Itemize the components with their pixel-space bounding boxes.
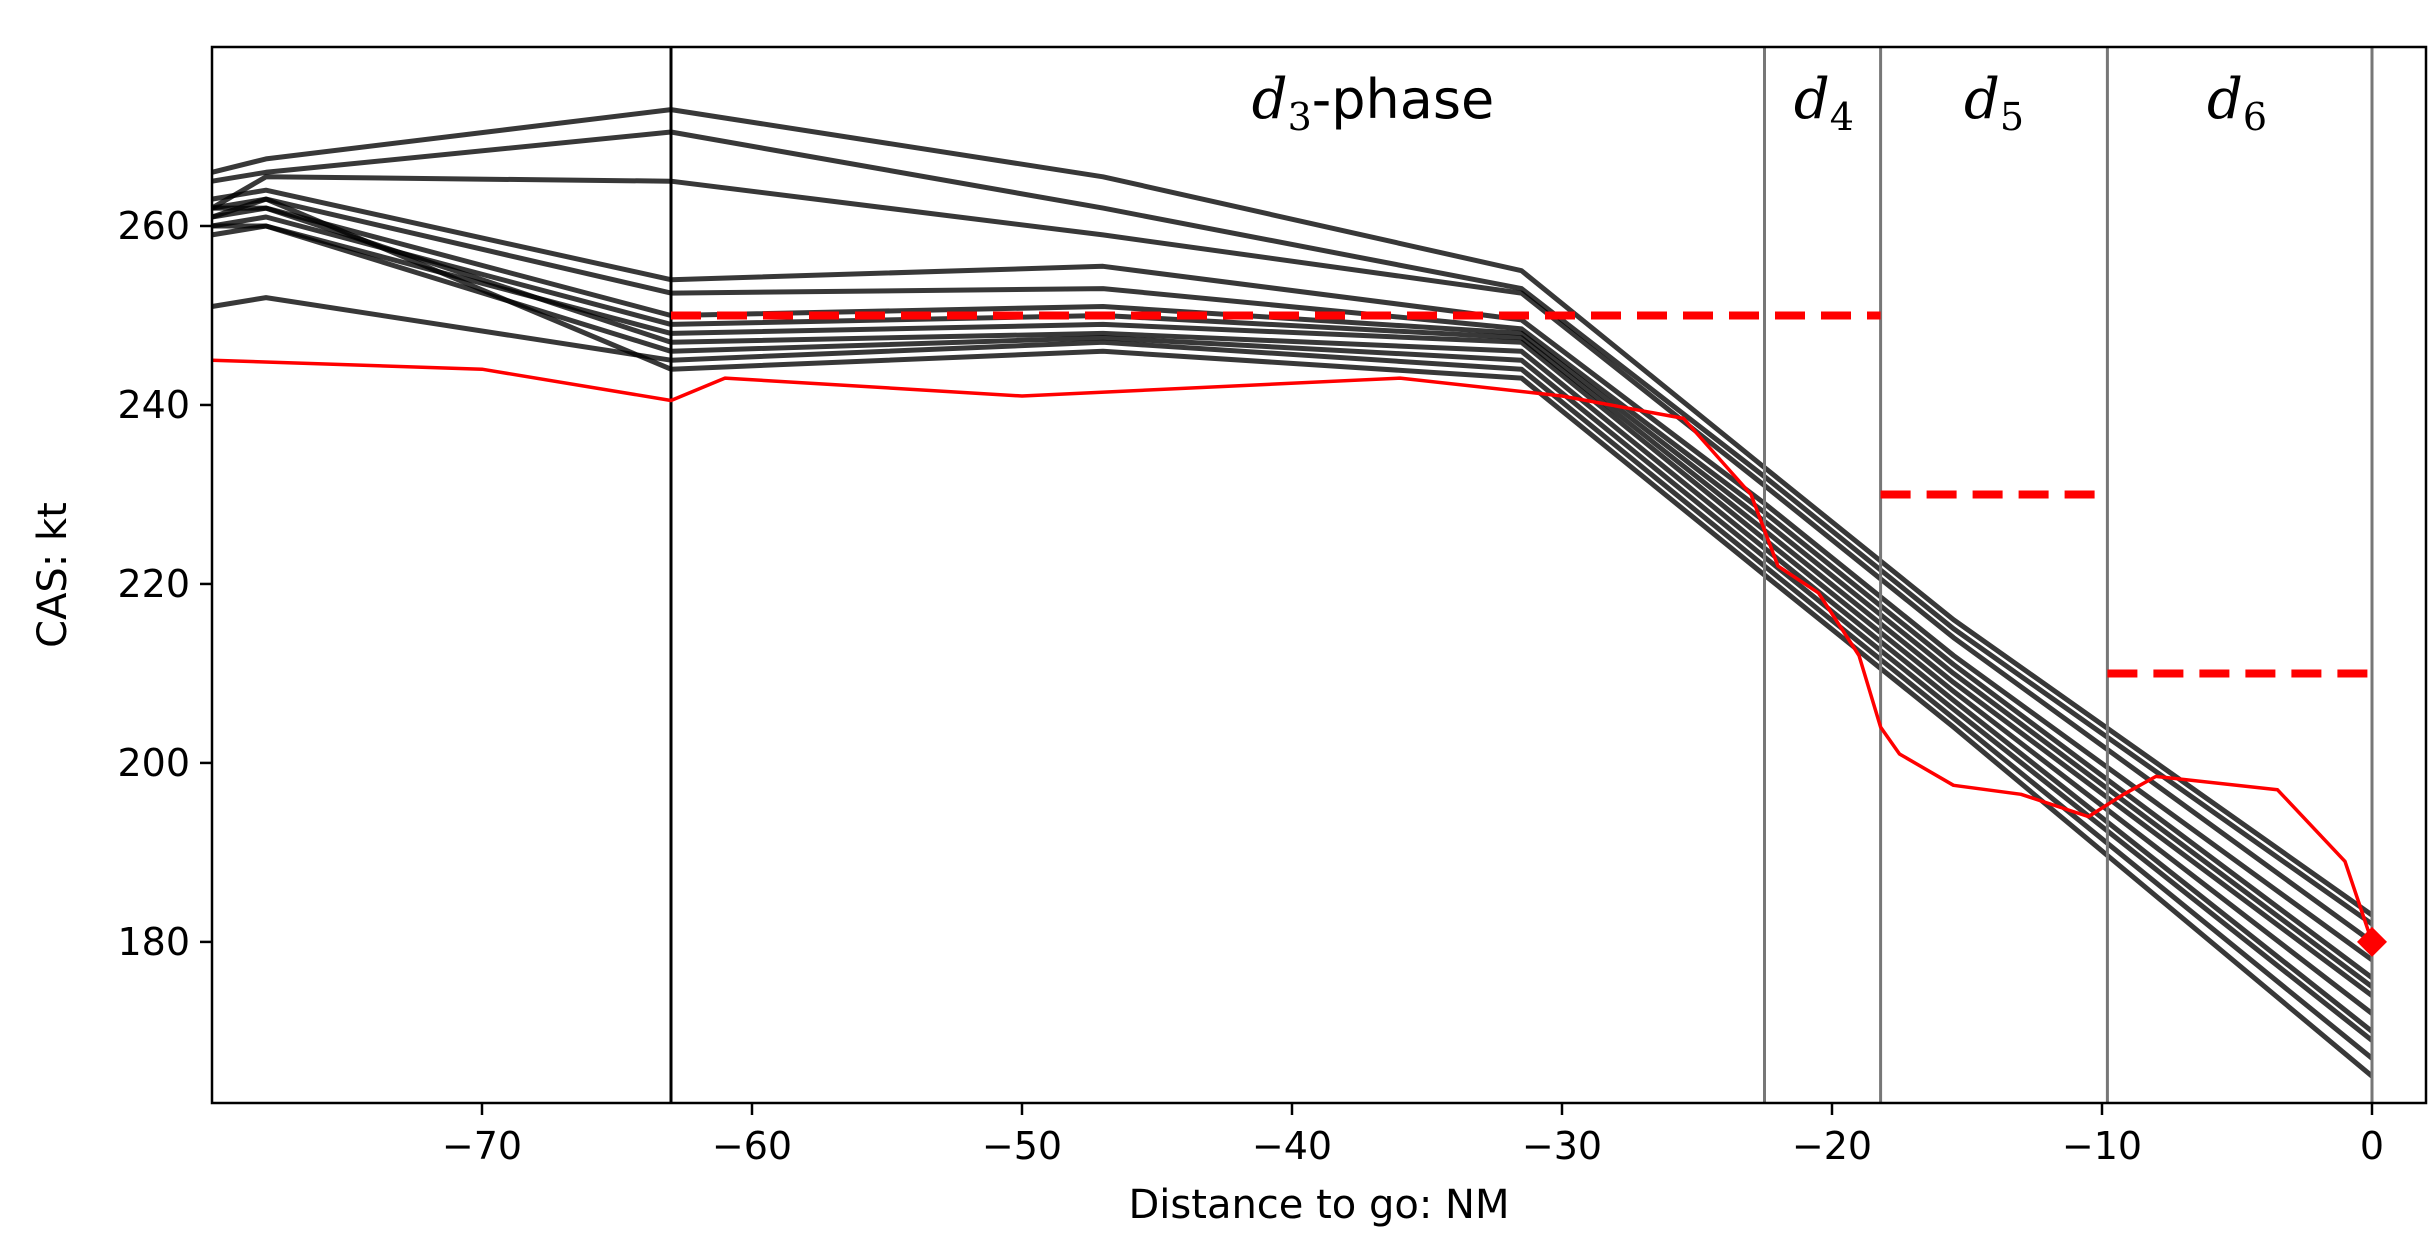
prediction-line-5 <box>211 196 2374 980</box>
final-point-marker <box>2357 926 2387 957</box>
x-tick-label: −50 <box>982 1124 1062 1168</box>
x-tick-label: −10 <box>2062 1124 2142 1168</box>
speed-limit-lines <box>671 311 2372 678</box>
prediction-line-7 <box>211 214 2374 998</box>
y-axis-ticks: 180 200 220 240 260 <box>117 204 212 964</box>
y-tick-label: 220 <box>117 562 190 606</box>
x-axis-ticks: −70 −60 −50 −40 −30 −20 −10 0 <box>442 1103 2384 1168</box>
y-tick-label: 180 <box>117 920 190 964</box>
y-tick-label: 240 <box>117 383 190 427</box>
phase-label-d5: d5 <box>1964 67 2024 139</box>
actual-line <box>211 358 2374 943</box>
y-axis-title: CAS: kt <box>30 502 76 648</box>
prediction-line-10 <box>212 223 2374 1043</box>
x-tick-label: 0 <box>2360 1124 2384 1168</box>
prediction-line-11 <box>211 295 2374 1061</box>
x-tick-label: −70 <box>442 1124 522 1168</box>
actual-trajectory <box>211 358 2387 957</box>
x-axis-title: Distance to go: NM <box>1129 1182 1510 1228</box>
phase-label-d3: d3-phase <box>1252 67 1494 139</box>
phase-label-d6: d6 <box>2207 67 2267 139</box>
x-tick-label: −40 <box>1252 1124 1332 1168</box>
prediction-line-12 <box>211 196 2374 1079</box>
phase-label-d4: d4 <box>1794 67 1854 139</box>
plot-frame <box>210 45 2428 1105</box>
x-tick-label: −30 <box>1522 1124 1602 1168</box>
prediction-line-9 <box>211 205 2374 1034</box>
x-tick-label: −60 <box>712 1124 792 1168</box>
x-tick-label: −20 <box>1792 1124 1872 1168</box>
y-tick-label: 200 <box>117 741 190 785</box>
prediction-line-4 <box>211 187 2374 962</box>
y-tick-label: 260 <box>117 204 190 248</box>
phase-labels: d3-phase d4 d5 d6 <box>1252 67 2267 139</box>
prediction-line-8 <box>211 223 2374 1016</box>
prediction-line-3 <box>210 174 2374 944</box>
predicted-trajectories <box>210 107 2374 1079</box>
prediction-line-2 <box>211 129 2374 927</box>
phase-boundaries <box>669 47 2374 1103</box>
prediction-line-1 <box>211 107 2374 918</box>
